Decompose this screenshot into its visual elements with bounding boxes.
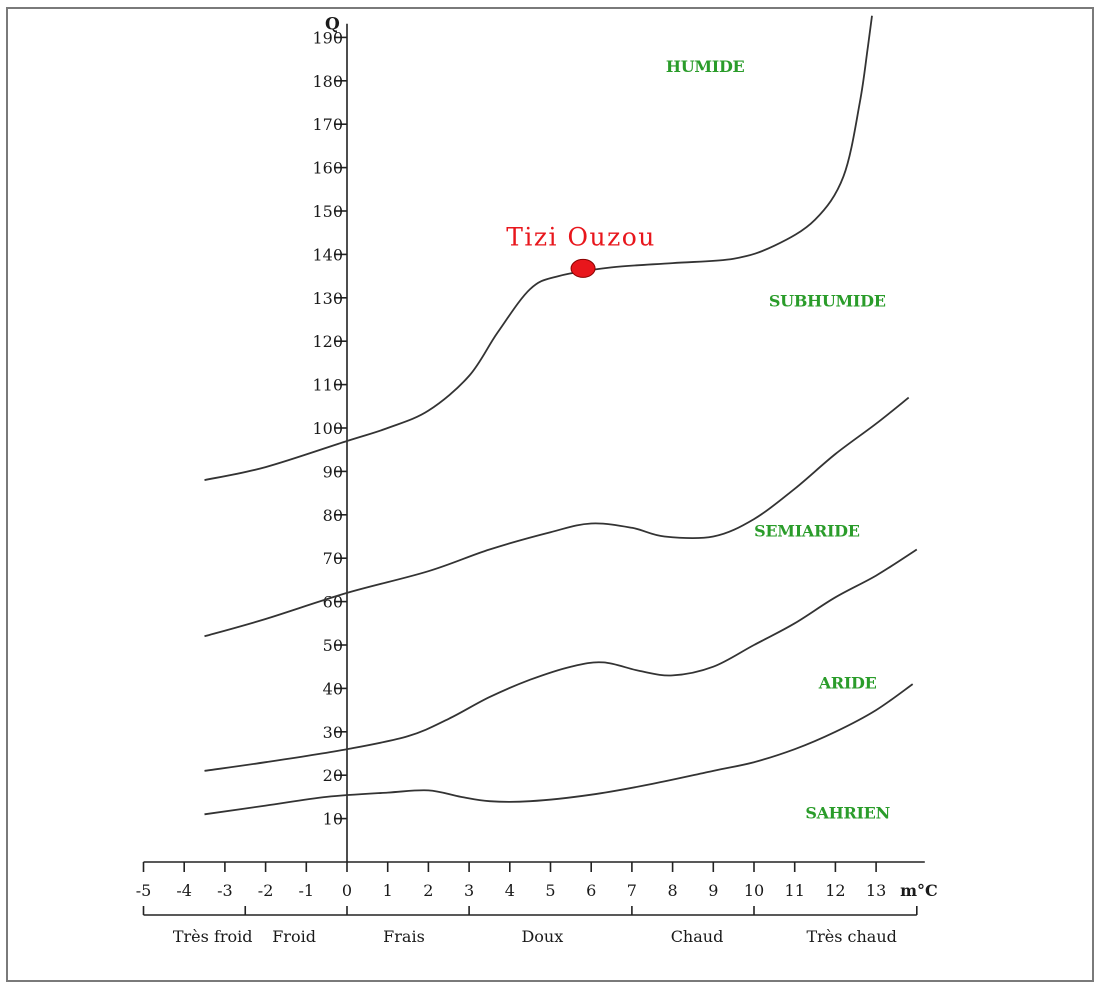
y-tick-label: 120 — [312, 332, 343, 351]
station-label: Tizi Ouzou — [506, 222, 656, 251]
y-tick-label: 170 — [312, 115, 343, 134]
y-tick-label: 30 — [323, 723, 343, 742]
y-tick-label: 80 — [323, 506, 343, 525]
zone-boundary-curves — [204, 15, 918, 816]
chart-frame — [6, 7, 1094, 982]
temperature-class-label: Très froid — [173, 927, 253, 946]
zone-label: HUMIDE — [666, 57, 745, 76]
zone-label: SAHRIEN — [805, 804, 890, 823]
x-tick-label: 0 — [342, 881, 352, 900]
temperature-class-label: Doux — [521, 927, 563, 946]
zone-label: ARIDE — [818, 673, 877, 692]
zone-label: SEMIARIDE — [754, 522, 860, 541]
x-tick-label: 9 — [708, 881, 718, 900]
temperature-classes: Très froid Froid Frais Doux Chaud Très chaud — [142, 906, 918, 946]
x-tick-label: 10 — [744, 881, 764, 900]
x-tick-label: -4 — [176, 881, 192, 900]
x-tick-label: 5 — [545, 881, 555, 900]
temperature-class-label: Frais — [383, 927, 425, 946]
y-tick-label: 130 — [312, 289, 343, 308]
x-axis-label: m°C — [900, 881, 938, 900]
y-tick-label: 70 — [323, 549, 343, 568]
y-tick-label: 190 — [312, 28, 343, 47]
x-tick-label: 2 — [423, 881, 433, 900]
y-tick-label: 20 — [323, 766, 343, 785]
station-marker — [570, 258, 596, 278]
x-tick-label: 8 — [668, 881, 678, 900]
y-tick-label: 90 — [323, 462, 343, 481]
y-tick-label: 150 — [312, 202, 343, 221]
zone-boundary-line — [204, 548, 918, 772]
y-tick-label: 110 — [312, 376, 343, 395]
y-tick-label: 10 — [323, 810, 343, 829]
temperature-class-label: Chaud — [671, 927, 724, 946]
y-tick-label: 100 — [312, 419, 343, 438]
temperature-class-label: Très chaud — [806, 927, 896, 946]
zone-label: SUBHUMIDE — [769, 291, 886, 310]
x-tick-label: -3 — [217, 881, 233, 900]
x-tick-label: 3 — [464, 881, 474, 900]
x-tick-label: 4 — [505, 881, 515, 900]
x-tick-label: 6 — [586, 881, 596, 900]
x-tick-label: 13 — [866, 881, 886, 900]
zone-labels: HUMIDE SUBHUMIDE SEMIARIDE ARIDE SAHRIEN — [666, 57, 890, 822]
x-tick-label: 1 — [383, 881, 393, 900]
x-tick-label: 12 — [825, 881, 845, 900]
x-tick-label: -2 — [258, 881, 274, 900]
zone-boundary-line — [204, 396, 910, 638]
y-tick-label: 140 — [312, 245, 343, 264]
y-tick-label: 60 — [323, 593, 343, 612]
x-tick-label: -1 — [299, 881, 315, 900]
y-tick-label: 40 — [323, 679, 343, 698]
y-tick-label: 160 — [312, 159, 343, 178]
x-tick-label: 7 — [627, 881, 637, 900]
y-tick-label: 50 — [323, 636, 343, 655]
x-tick-label: 11 — [785, 881, 805, 900]
x-tick-label: -5 — [136, 881, 152, 900]
temperature-class-label: Froid — [272, 927, 316, 946]
x-ticks: -5 -4 -3 -2 -1 0 1 2 3 4 5 6 7 8 9 10 11 12 13 — [136, 862, 886, 900]
y-axis-label: Q — [325, 15, 340, 35]
y-tick-label: 180 — [312, 72, 343, 91]
y-ticks: 10 20 30 40 50 60 70 80 90 100 110 120 130 140 150 160 1… — [312, 28, 347, 829]
zone-boundary-line — [204, 683, 914, 816]
